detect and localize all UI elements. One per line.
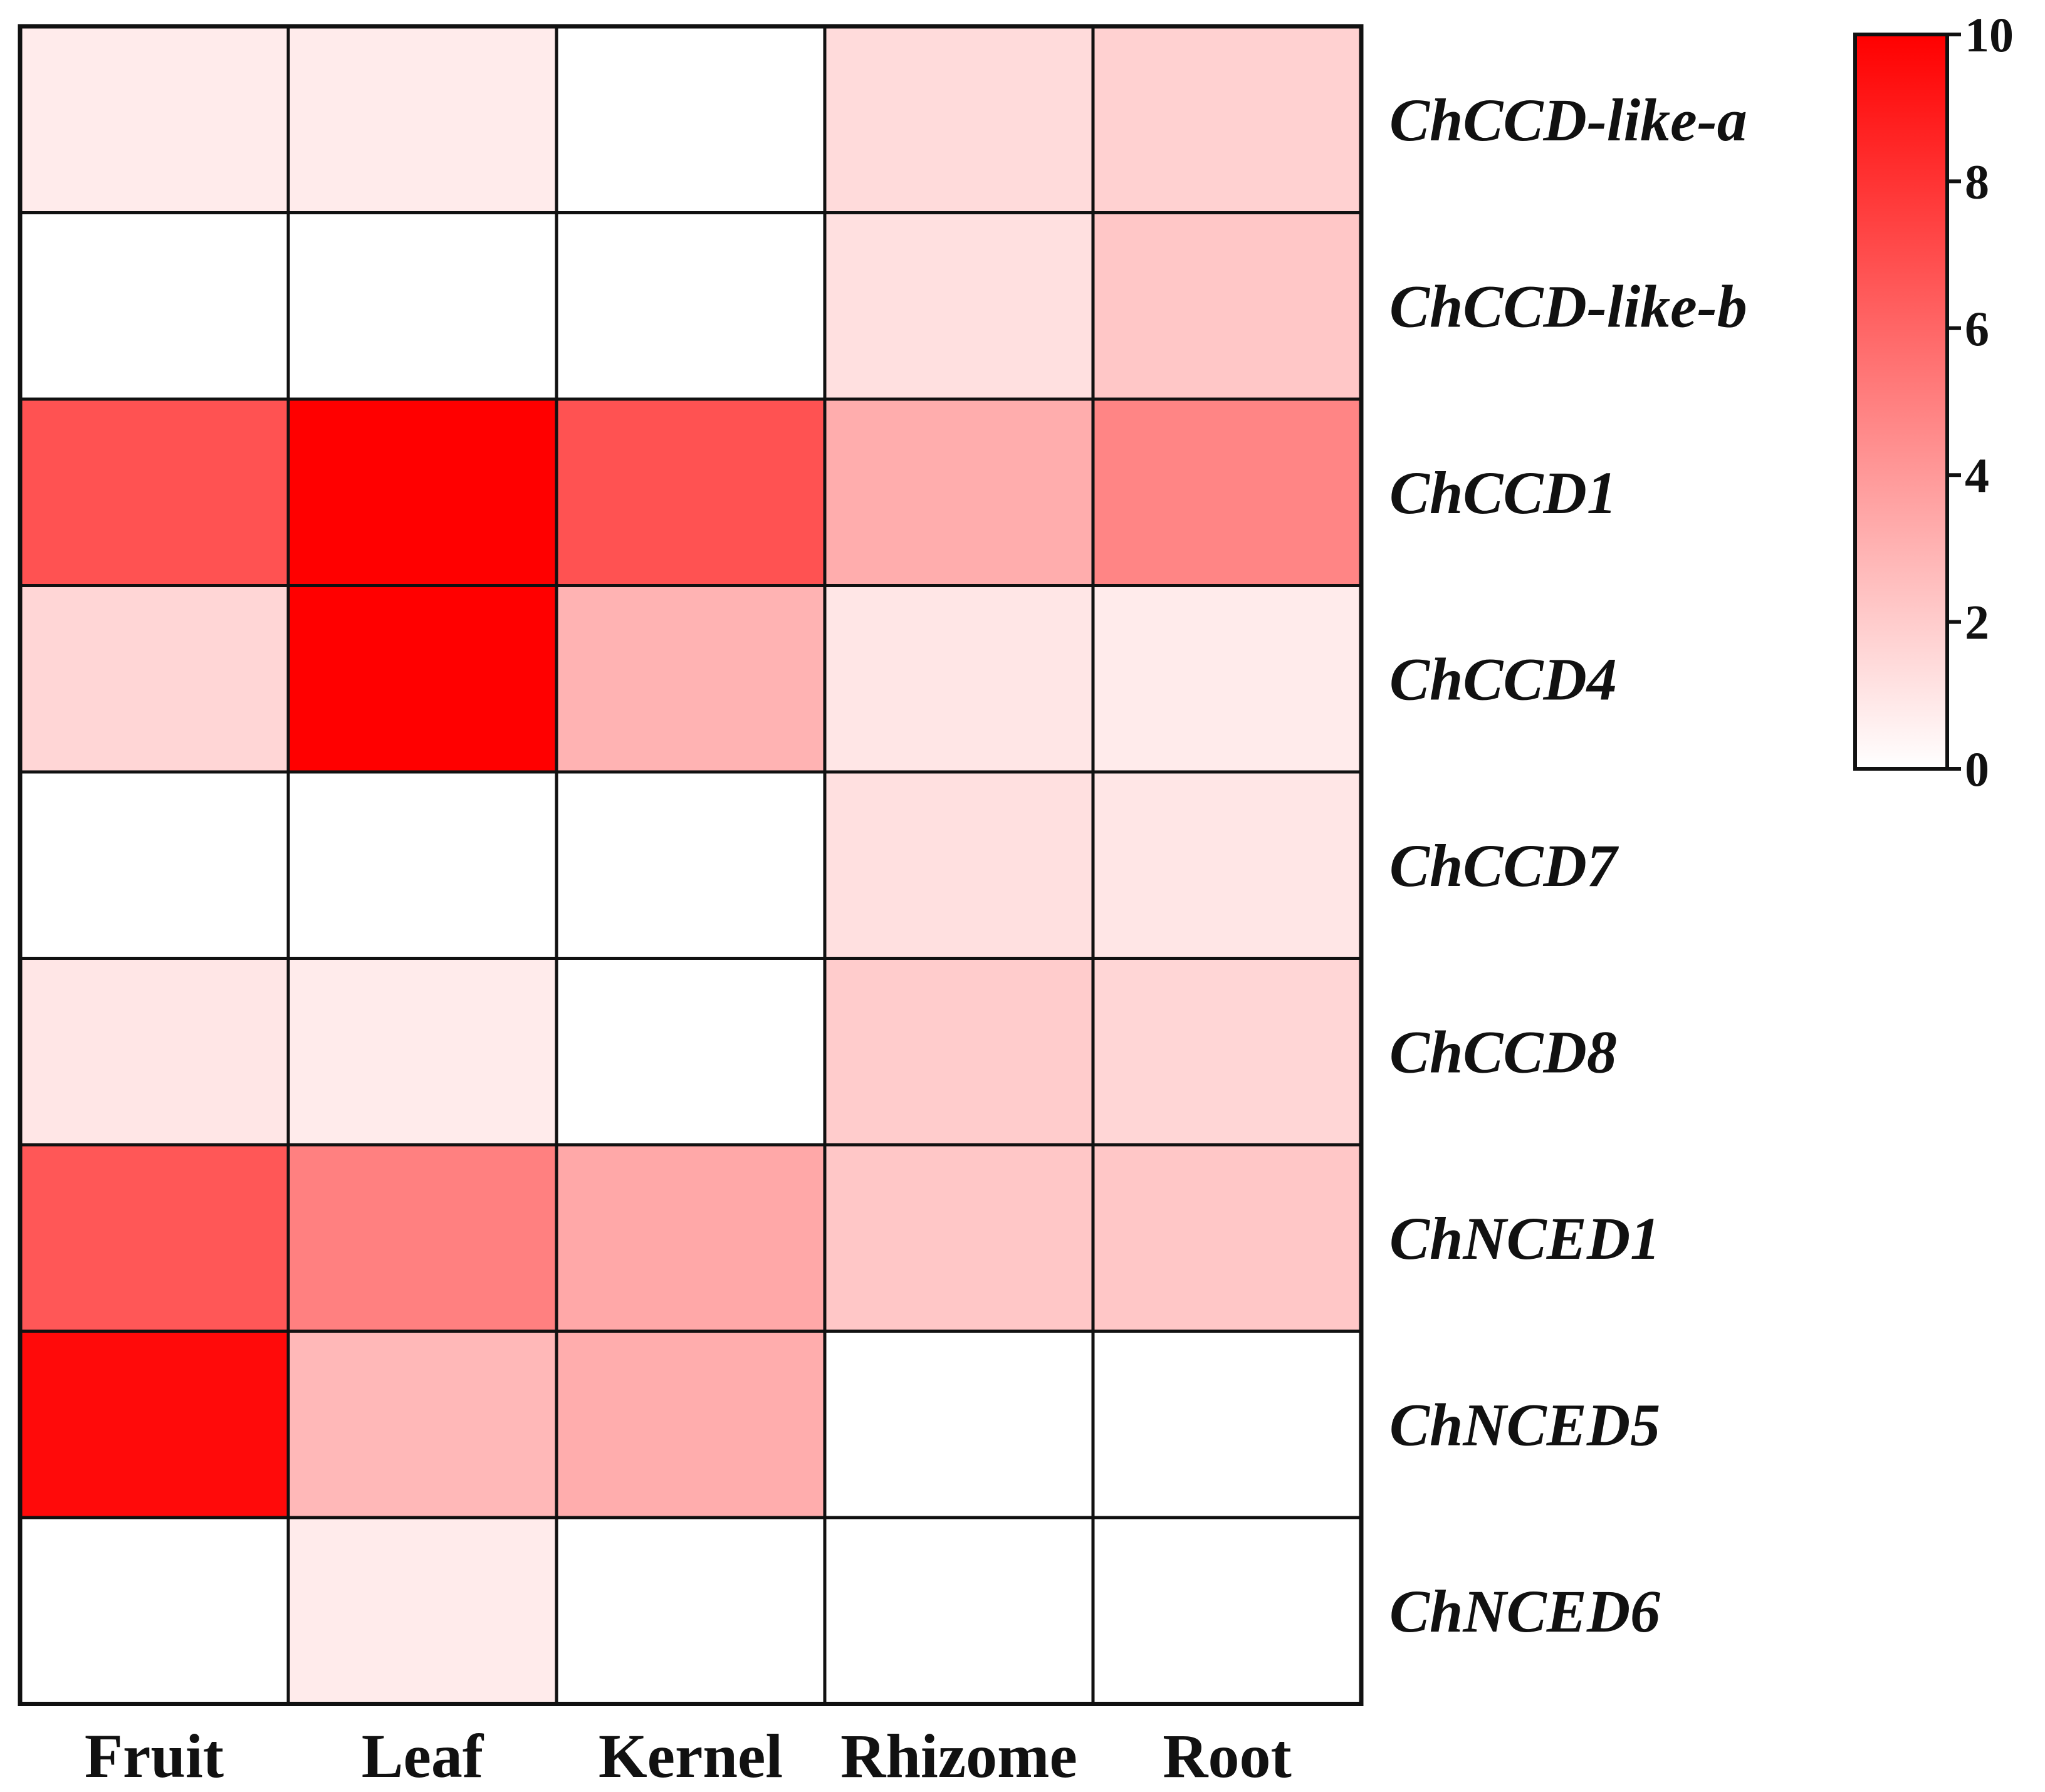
column-label-kernel: Kernel [599,1721,783,1791]
cell-chnced1-leaf [286,1143,558,1333]
colorbar-tick-label-10: 10 [1965,8,2014,62]
cell-chccd7-leaf [286,770,558,960]
row-label-chccd-like-b: ChCCD-like-b [1389,273,1747,340]
colorbar-ticks: 0 2 4 6 8 10 [1947,8,2014,796]
cell-chnced1-root [1091,1143,1363,1333]
row-label-chnced6: ChNCED6 [1389,1578,1660,1645]
cell-chccd-like-b-root [1091,211,1363,401]
cell-chccd1-root [1091,397,1363,587]
cell-chccd8-kernel [555,957,827,1147]
row-label-chccd-like-a: ChCCD-like-a [1389,86,1747,154]
cell-chccd4-root [1091,584,1363,774]
colorbar: 0 2 4 6 8 10 [1853,8,2014,796]
cell-chccd7-kernel [555,770,827,960]
cell-chccd1-kernel [555,397,827,587]
cell-chccd8-leaf [286,957,558,1147]
cell-chnced1-fruit [18,1143,290,1333]
row-label-chccd7: ChCCD7 [1389,832,1619,899]
cell-chccd-like-b-leaf [286,211,558,401]
colorbar-tick-label-8: 8 [1965,154,1989,209]
cell-chnced6-kernel [555,1516,827,1706]
cell-chccd1-fruit [18,397,290,587]
cell-chccd8-rhizome [823,957,1095,1147]
cell-chnced6-fruit [18,1516,290,1706]
cell-chccd8-root [1091,957,1363,1147]
cell-chccd4-rhizome [823,584,1095,774]
row-label-chccd8: ChCCD8 [1389,1018,1617,1085]
colorbar-gradient [1853,33,1949,771]
cell-chccd1-leaf [286,397,558,587]
column-labels: Fruit Leaf Kernel Rhizome Root [85,1721,1292,1791]
heatmap-frame [18,24,1364,1706]
colorbar-tick-label-0: 0 [1965,742,1989,796]
cell-chccd4-kernel [555,584,827,774]
colorbar-tick-label-6: 6 [1965,301,1989,356]
heatmap-cells [18,24,1363,1706]
cell-chccd8-fruit [18,957,290,1147]
row-labels: ChCCD-like-a ChCCD-like-b ChCCD1 ChCCD4 ChCC… [1389,86,1747,1645]
cell-chccd-like-a-fruit [18,24,290,214]
cell-chnced1-kernel [555,1143,827,1333]
colorbar-tick-label-2: 2 [1965,595,1989,650]
cell-chccd7-fruit [18,770,290,960]
cell-chnced1-rhizome [823,1143,1095,1333]
cell-chccd1-rhizome [823,397,1095,587]
column-label-rhizome: Rhizome [840,1721,1077,1791]
cell-chccd4-fruit [18,584,290,774]
cell-chnced5-kernel [555,1330,827,1519]
cell-chccd7-root [1091,770,1363,960]
row-label-chnced1: ChNCED1 [1389,1205,1660,1272]
column-label-leaf: Leaf [362,1721,484,1791]
cell-chnced6-leaf [286,1516,558,1706]
cell-chccd-like-a-kernel [555,24,827,214]
cell-chccd-like-a-root [1091,24,1363,214]
cell-chnced5-root [1091,1330,1363,1519]
cell-chnced5-fruit [18,1330,290,1519]
cell-chccd-like-b-fruit [18,211,290,401]
column-label-root: Root [1163,1721,1292,1791]
cell-chccd7-rhizome [823,770,1095,960]
row-label-chccd4: ChCCD4 [1389,645,1617,712]
colorbar-tick-label-4: 4 [1965,448,1989,503]
cell-chccd-like-b-kernel [555,211,827,401]
row-label-chnced5: ChNCED5 [1389,1391,1660,1458]
cell-chccd-like-a-leaf [286,24,558,214]
cell-chnced6-rhizome [823,1516,1095,1706]
cell-chnced6-root [1091,1516,1363,1706]
cell-chccd4-leaf [286,584,558,774]
cell-chccd-like-b-rhizome [823,211,1095,401]
cell-chnced5-rhizome [823,1330,1095,1519]
cell-chccd-like-a-rhizome [823,24,1095,214]
row-label-chccd1: ChCCD1 [1389,459,1617,526]
column-label-fruit: Fruit [85,1721,224,1791]
cell-chnced5-leaf [286,1330,558,1519]
